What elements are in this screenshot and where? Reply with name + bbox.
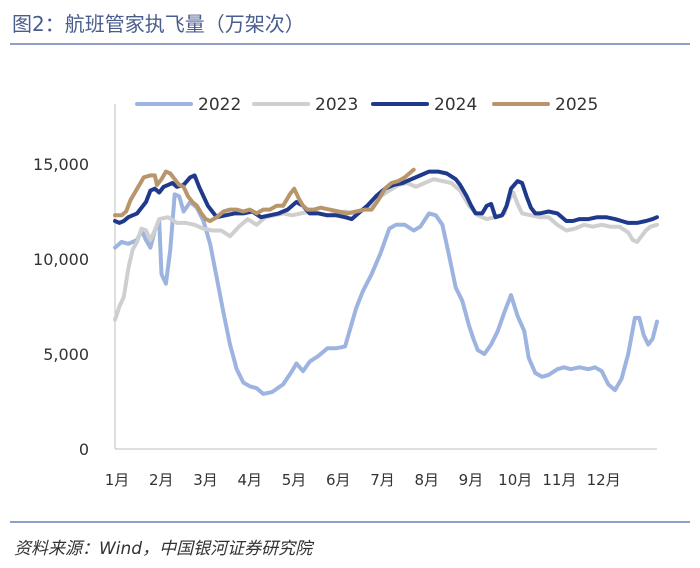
series-line-2024 [113,169,659,225]
x-tick-label: 8月 [414,471,439,489]
series-line-2022 [113,192,659,396]
top-divider [10,43,690,45]
legend-item-2024: 2024 [371,95,477,115]
legend-label: 2022 [198,95,241,115]
x-tick-label: 5月 [282,471,307,489]
x-tick-label: 4月 [237,471,262,489]
chart-series [113,167,659,396]
series-line-2025 [113,167,416,223]
legend-item-2025: 2025 [492,95,598,115]
x-tick-label: 7月 [370,471,395,489]
source-note: 资料来源：Wind，中国银河证券研究院 [14,539,313,559]
figure-title: 图2：航班管家执飞量（万架次） [12,12,305,36]
legend: 2022 2023 2024 2025 [135,95,598,115]
x-tick-label: 3月 [193,471,218,489]
legend-label: 2024 [434,95,477,115]
y-tick-label: 0 [79,440,89,459]
y-tick-label: 15,000 [33,155,89,174]
x-tick-label: 1月 [105,471,130,489]
bottom-divider [10,521,690,523]
x-tick-label: 11月 [542,471,576,489]
y-tick-label: 10,000 [33,250,89,269]
series-line-2023 [113,177,659,322]
x-tick-label: 2月 [149,471,174,489]
y-tick-label: 5,000 [43,345,89,364]
legend-label: 2025 [555,95,598,115]
legend-label: 2023 [315,95,358,115]
legend-item-2022: 2022 [135,95,241,115]
chart-axes: 0 5,000 10,000 15,000 1月 2月 3月 4月 5月 6月 7月 8月 9月 10月 1… [33,104,657,489]
x-tick-label: 12月 [587,471,621,489]
line-chart: 2022 2023 2024 2025 0 5,000 10,000 15,000 1月 2月 3… [33,95,659,489]
x-tick-label: 6月 [326,471,351,489]
x-tick-label: 10月 [498,471,532,489]
x-tick-label: 9月 [459,471,484,489]
legend-item-2023: 2023 [252,95,358,115]
